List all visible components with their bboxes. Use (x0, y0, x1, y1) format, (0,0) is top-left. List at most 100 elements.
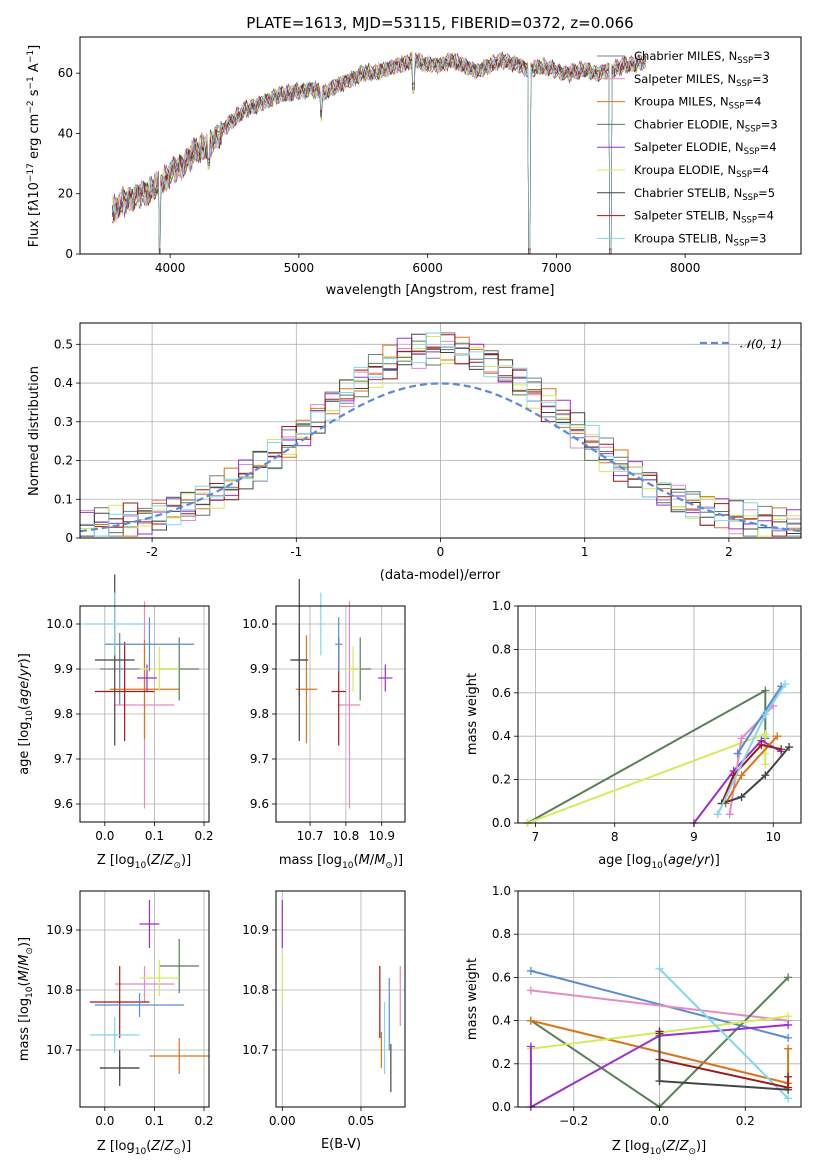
spectrum-line (111, 51, 647, 251)
x-tick-label: 0.05 (348, 1114, 375, 1128)
x-tick-label: 0.0 (650, 1114, 669, 1128)
y-tick-label: 0.8 (492, 642, 511, 656)
histogram-step-line (80, 336, 801, 537)
weight-marker (784, 1085, 793, 1094)
age-weight-ticks: 7 8 9 10 0.0 0.2 0.4 0.6 0.8 1.0 (492, 599, 781, 844)
age-weight-frame (517, 605, 802, 824)
spectrum-ylabel: Flux [fλ10−17 erg cm−2 s−1 A−1] (26, 45, 42, 247)
y-tick-label: 0.3 (54, 415, 73, 429)
age-weight-xlabel: age [log10(age/yr)] (598, 853, 720, 871)
weight-marker (761, 710, 770, 719)
legend-entry: Chabrier STELIB, NSSP=5 (634, 186, 775, 203)
x-tick-label: 0.1 (145, 1114, 164, 1128)
x-tick-label: 0.1 (145, 829, 164, 843)
age-weight-panel: 7 8 9 10 0.0 0.2 0.4 0.6 0.8 1.0 age [log10(age/y… (465, 599, 802, 871)
x-tick-label: 0.2 (736, 1114, 755, 1128)
legend-entry: Chabrier MILES, NSSP=3 (634, 49, 770, 66)
ebv-mass-panel: 0.00 0.05 10.7 10.8 10.9 E(B-V) (242, 890, 406, 1152)
weight-line (530, 989, 789, 1022)
z-mass-xlabel: Z [log10(Z/Z⊙)] (97, 1139, 191, 1157)
mass-age-grid (276, 606, 405, 822)
histogram-step-line (80, 332, 801, 537)
x-tick-label: 0.2 (194, 1114, 213, 1128)
y-tick-label: 20 (58, 187, 73, 201)
normal-curve (79, 382, 802, 533)
weight-line (721, 746, 790, 805)
x-tick-label: 5000 (284, 261, 315, 275)
legend-entry: Salpeter MILES, NSSP=3 (634, 72, 769, 89)
spectrum-lines (111, 51, 647, 255)
y-tick-label: 0 (65, 247, 73, 261)
z-mass-panel: 0.0 0.1 0.2 10.7 10.8 10.9 Z [log10(Z/Z⊙)] ma… (17, 890, 214, 1157)
weight-marker (757, 740, 766, 749)
z-age-errorbars (84, 574, 200, 809)
weight-marker (784, 1044, 793, 1053)
x-tick-label: 10 (766, 830, 781, 844)
x-tick-label: 6000 (412, 261, 443, 275)
y-tick-label: 0.2 (492, 773, 511, 787)
x-tick-label: 7 (532, 830, 540, 844)
x-tick-label: 1 (581, 545, 589, 559)
x-tick-label: 9 (690, 830, 698, 844)
mass-age-ticks: 10.7 10.8 10.9 9.6 9.7 9.8 9.9 10.0 (242, 617, 395, 843)
spectrum-title: PLATE=1613, MJD=53115, FIBERID=0372, z=0… (246, 14, 633, 32)
spectrum-panel: PLATE=1613, MJD=53115, FIBERID=0372, z=0… (26, 14, 802, 298)
y-tick-label: 0.0 (492, 816, 511, 830)
weight-marker (781, 680, 790, 689)
y-tick-label: 9.9 (250, 662, 269, 676)
legend-entry: Salpeter STELIB, NSSP=4 (634, 209, 774, 226)
weight-marker (655, 1029, 664, 1038)
x-tick-label: 8 (611, 830, 619, 844)
legend-entry: Kroupa ELODIE, NSSP=4 (634, 163, 769, 180)
weight-marker (784, 973, 793, 982)
z-mass-grid (80, 891, 209, 1107)
weight-marker (785, 743, 794, 752)
weight-marker (784, 1094, 793, 1103)
x-tick-label: 8000 (670, 261, 701, 275)
x-tick-label: -2 (146, 545, 158, 559)
weight-marker (761, 771, 770, 780)
weight-marker (784, 1072, 793, 1081)
y-tick-label: 0.2 (492, 1057, 511, 1071)
x-tick-label: 0.0 (95, 1114, 114, 1128)
weight-marker (713, 810, 722, 819)
x-tick-label: 0 (437, 545, 445, 559)
z-age-panel: 0.0 0.1 0.2 9.6 9.7 9.8 9.9 10.0 Z [log10(Z/Z⊙)… (17, 574, 214, 871)
y-tick-label: 0.1 (54, 492, 73, 506)
y-tick-label: 10.8 (242, 983, 269, 997)
age-weight-ylabel: mass weight (465, 673, 480, 755)
x-tick-label: 0.00 (269, 1114, 296, 1128)
z-weight-xlabel: Z [log10(Z/Z⊙)] (612, 1139, 706, 1157)
y-tick-label: 0.4 (492, 1014, 511, 1028)
z-age-ticks: 0.0 0.1 0.2 9.6 9.7 9.8 9.9 10.0 (46, 617, 213, 843)
y-tick-label: 9.7 (250, 752, 269, 766)
histogram-steps (80, 332, 801, 537)
y-tick-label: 0.6 (492, 686, 511, 700)
y-tick-label: 0.4 (54, 376, 73, 390)
z-weight-ticks: −0.2 0.0 0.2 0.0 0.2 0.4 0.6 0.8 1.0 (492, 884, 755, 1128)
weight-line (736, 685, 783, 755)
x-tick-label: 0.2 (194, 829, 213, 843)
weight-marker (773, 732, 782, 741)
y-tick-label: 9.7 (54, 752, 73, 766)
z-weight-panel: −0.2 0.0 0.2 0.0 0.2 0.4 0.6 0.8 1.0 Z [log10(Z/… (465, 884, 802, 1157)
weight-marker (784, 1012, 793, 1021)
weight-line (693, 739, 782, 824)
x-tick-label: 2 (725, 545, 733, 559)
weight-line (530, 969, 789, 1039)
weight-marker (784, 1033, 793, 1042)
weight-marker (761, 686, 770, 695)
y-tick-label: 1.0 (492, 599, 511, 613)
z-mass-errorbars (89, 900, 209, 1086)
weight-marker (737, 792, 746, 801)
z-weight-lines (526, 964, 793, 1111)
z-mass-frame (79, 890, 210, 1108)
z-age-ylabel: age [log10(age/yr)] (17, 653, 35, 775)
y-tick-label: 0.2 (54, 454, 73, 468)
weight-marker (737, 734, 746, 743)
y-tick-label: 1.0 (492, 884, 511, 898)
ebv-mass-xlabel: E(B-V) (321, 1137, 361, 1152)
x-tick-label: 10.7 (297, 829, 324, 843)
y-tick-label: 9.6 (250, 797, 269, 811)
